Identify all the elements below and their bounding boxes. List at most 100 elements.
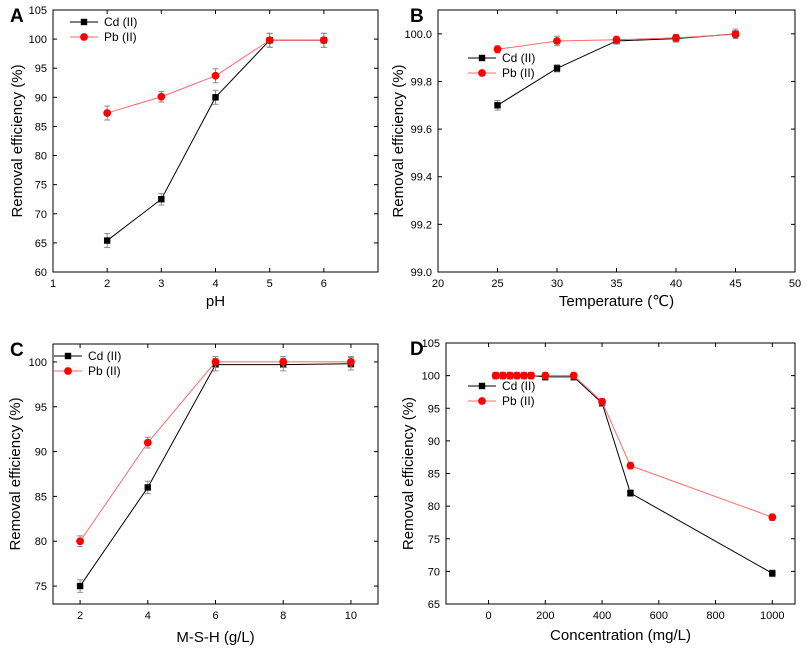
data-point-cd-c — [144, 484, 151, 491]
data-point-pb-b — [553, 37, 561, 45]
y-tick-label-a: 85 — [35, 121, 47, 133]
y-axis-label-d: Removal efficiency (%) — [400, 397, 417, 550]
y-tick-label-d: 70 — [428, 566, 440, 578]
y-tick-label-d: 80 — [428, 501, 440, 513]
y-tick-label-d: 90 — [428, 436, 440, 448]
x-axis-label-c: M-S-H (g/L) — [176, 629, 254, 646]
data-point-pb-b — [672, 33, 680, 42]
legend-marker-cd-b — [478, 54, 486, 62]
data-point-cd-a — [103, 237, 111, 244]
plot-frame-c — [52, 343, 379, 605]
legend-label-cd-a: Cd (II) — [104, 15, 137, 29]
x-tick-label-d: 200 — [536, 610, 554, 622]
data-point-pb-c — [279, 358, 288, 366]
legend-label-cd-c: Cd (II) — [88, 349, 121, 363]
data-point-pb-d — [498, 371, 507, 380]
x-axis-label-d: Concentration (mg/L) — [550, 627, 691, 644]
plot-frame-a — [52, 9, 379, 273]
y-axis-label-b: Removal efficiency (%) — [390, 64, 407, 217]
series-line-cd-c — [79, 363, 351, 587]
x-tick-label-c: 8 — [280, 610, 286, 622]
data-point-pb-c — [347, 358, 355, 366]
x-tick-label-b: 25 — [491, 278, 503, 290]
x-tick-label-a: 2 — [104, 278, 110, 290]
x-axis-label-b: Temperature (℃) — [559, 293, 674, 310]
data-point-pb-a — [103, 109, 112, 117]
legend-marker-pb-d — [478, 397, 486, 405]
data-point-pb-a — [265, 36, 274, 45]
y-tick-label-d: 95 — [428, 403, 440, 415]
x-axis-label-a: pH — [206, 293, 225, 310]
y-tick-label-d: 105 — [422, 338, 440, 350]
data-point-cd-d — [769, 570, 776, 577]
data-point-pb-d — [598, 397, 606, 406]
data-point-pb-d — [491, 371, 500, 380]
x-tick-label-d: 800 — [706, 610, 724, 622]
series-line-pb-c — [79, 361, 351, 542]
legend-marker-cd-a — [80, 18, 88, 26]
panel-a: A 1 2 3 4 5 6 60 65 70 75 80 85 90 95 100 105 pH Removal e… — [9, 5, 379, 310]
data-point-pb-a — [157, 92, 166, 101]
legend-label-pb-a: Pb (II) — [104, 30, 137, 44]
data-point-pb-d — [520, 371, 528, 380]
legend-label-pb-b: Pb (II) — [502, 66, 535, 80]
data-point-pb-d — [626, 461, 635, 470]
x-tick-label-d: 0 — [485, 610, 491, 622]
legend-marker-cd-c — [64, 352, 72, 360]
x-tick-label-d: 600 — [650, 610, 668, 622]
plot-frame-b — [437, 9, 796, 273]
x-tick-label-b: 30 — [551, 278, 563, 290]
y-tick-label-a: 60 — [35, 267, 47, 279]
y-tick-label-a: 90 — [35, 92, 47, 104]
data-point-cd-c — [76, 582, 84, 590]
panel-b: B 20 25 30 35 40 45 50 99.0 99.2 99.4 99.6 99.8 100.0… — [390, 6, 801, 310]
y-tick-label-a: 80 — [35, 151, 47, 163]
y-tick-label-c: 95 — [35, 402, 47, 414]
data-point-cd-a — [212, 94, 219, 101]
y-tick-label-c: 90 — [35, 447, 47, 459]
plot-frame-d — [445, 342, 796, 605]
x-tick-label-a: 4 — [212, 278, 218, 290]
y-tick-label-d: 65 — [428, 599, 440, 611]
y-axis-label-a: Removal efficiency (%) — [9, 64, 26, 217]
legend-label-cd-b: Cd (II) — [502, 51, 535, 65]
data-point-pb-d — [768, 513, 777, 522]
y-tick-label-a: 65 — [35, 238, 47, 250]
x-tick-label-c: 2 — [77, 610, 83, 622]
panel-c: C 2 4 6 8 10 75 80 85 90 95 100 M-S-H (g/L) Removal e… — [7, 340, 379, 646]
legend-label-pb-d: Pb (II) — [502, 394, 535, 408]
x-tick-label-b: 20 — [432, 278, 444, 290]
x-tick-label-a: 1 — [50, 278, 56, 290]
series-line-cd-d — [495, 375, 773, 574]
series-line-pb-d — [495, 375, 773, 518]
data-point-pb-b — [731, 30, 740, 39]
y-tick-label-a: 100 — [29, 34, 47, 46]
y-tick-label-a: 95 — [35, 63, 47, 75]
x-tick-label-c: 6 — [212, 610, 218, 622]
data-point-cd-d — [627, 489, 634, 497]
y-tick-label-a: 105 — [29, 5, 47, 17]
legend-label-cd-d: Cd (II) — [502, 379, 535, 393]
x-tick-label-b: 40 — [670, 278, 682, 290]
y-tick-label-a: 75 — [35, 180, 47, 192]
y-tick-label-d: 85 — [428, 469, 440, 481]
y-tick-label-b: 99.4 — [411, 172, 432, 184]
panel-letter-a: A — [10, 6, 24, 27]
data-point-pb-c — [76, 537, 84, 546]
legend-label-pb-c: Pb (II) — [88, 364, 121, 378]
data-point-pb-d — [527, 371, 536, 380]
data-point-cd-b — [553, 65, 561, 72]
y-tick-label-b: 99.0 — [411, 267, 432, 279]
panel-letter-d: D — [410, 339, 424, 360]
y-tick-label-c: 80 — [35, 536, 47, 548]
y-axis-label-c: Removal efficiency (%) — [7, 397, 24, 550]
legend-marker-pb-b — [478, 69, 486, 77]
data-point-pb-d — [541, 371, 550, 380]
x-tick-label-b: 50 — [789, 278, 801, 290]
y-tick-label-c: 75 — [35, 581, 47, 593]
data-point-pb-c — [143, 438, 152, 447]
y-tick-label-b: 99.2 — [411, 219, 432, 231]
y-tick-label-a: 70 — [35, 209, 47, 221]
legend-marker-cd-d — [478, 382, 486, 390]
panel-letter-c: C — [10, 340, 24, 361]
